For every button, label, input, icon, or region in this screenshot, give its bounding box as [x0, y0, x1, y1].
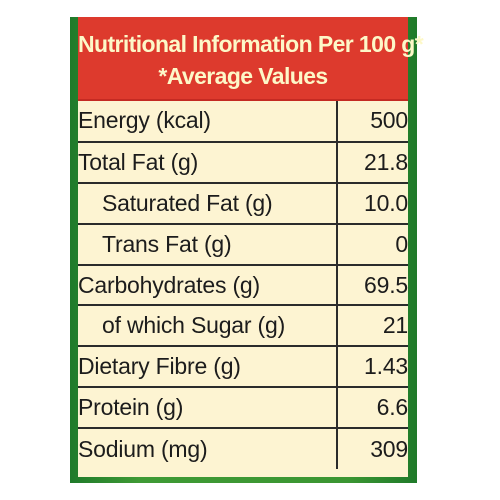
nutrient-name: Trans Fat (g): [78, 222, 337, 265]
nutrition-panel: Nutritional Information Per 100 g* *Aver…: [78, 17, 424, 477]
table-row-saturated-fat: Saturated Fat (g) 10.0: [78, 181, 408, 224]
table-row-sodium: Sodium (mg) 309: [78, 427, 408, 470]
table-row-dietary-fibre: Dietary Fibre (g) 1.43: [78, 345, 408, 388]
nutrient-value: 1.43: [336, 345, 408, 388]
nutrient-name: Energy (kcal): [78, 107, 211, 134]
nutrient-value: 500: [336, 101, 408, 142]
table-row-carbohydrates: Carbohydrates (g) 69.5: [78, 263, 408, 306]
nutrient-value: 0: [336, 222, 408, 265]
header-title: Nutritional Information Per 100 g*: [78, 31, 424, 57]
nutrient-value: 69.5: [336, 263, 408, 306]
nutrient-name: Carbohydrates (g): [78, 263, 337, 306]
nutrition-header: Nutritional Information Per 100 g* *Aver…: [78, 17, 424, 101]
nutrient-name: Total Fat (g): [78, 140, 337, 183]
table-row-protein: Protein (g) 6.6: [78, 386, 408, 429]
header-subtitle: *Average Values: [158, 63, 328, 89]
nutrient-value: 21: [336, 304, 408, 347]
table-row-trans-fat: Trans Fat (g) 0: [78, 222, 408, 265]
nutrient-name: Dietary Fibre (g): [78, 345, 337, 388]
table-row-energy: Energy (kcal) 500: [78, 101, 408, 142]
nutrient-name: Sodium (mg): [78, 427, 337, 470]
table-row-total-fat: Total Fat (g) 21.8: [78, 140, 408, 183]
nutrient-name: Saturated Fat (g): [78, 181, 337, 224]
nutrition-table: Energy (kcal) 500 Total Fat (g) 21.8 Sat…: [78, 101, 408, 470]
nutrient-value: 6.6: [336, 386, 408, 429]
nutrient-name: of which Sugar (g): [78, 304, 337, 347]
nutrient-value: 10.0: [336, 181, 408, 224]
nutrient-name: Protein (g): [78, 386, 337, 429]
nutrient-value: 309: [336, 427, 408, 470]
table-row-sugar: of which Sugar (g) 21: [78, 304, 408, 347]
nutrient-value: 21.8: [336, 140, 408, 183]
